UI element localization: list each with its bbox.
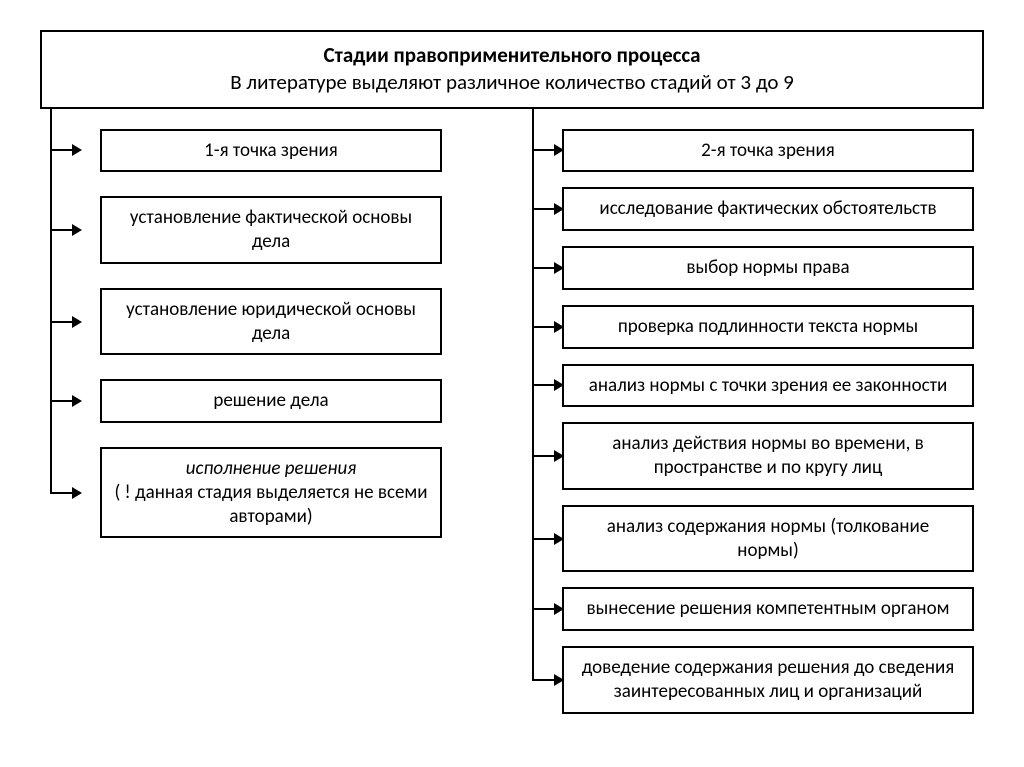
header-title: Стадии правоприменительного процесса [62, 42, 962, 69]
arrow-icon [532, 208, 562, 210]
right-item-0: 2-я точка зрения [562, 129, 984, 173]
left-column: 1-я точка зрения установление фактической… [40, 129, 502, 729]
arrow-icon [50, 229, 80, 231]
left-item-1: установление фактической основы дела [80, 196, 502, 264]
right-box-6: анализ содержания нормы (толкование норм… [562, 505, 974, 573]
right-box-0: 2-я точка зрения [562, 129, 974, 173]
left-vline [50, 109, 52, 494]
arrow-icon [50, 149, 80, 151]
arrow-icon [50, 321, 80, 323]
columns-container: 1-я точка зрения установление фактической… [40, 129, 984, 729]
right-item-1: исследование фактических обстоятельств [562, 187, 984, 231]
left-item-2: установление юридической основы дела [80, 288, 502, 356]
right-box-5: анализ действия нормы во времени, в прос… [562, 422, 974, 490]
right-box-7: вынесение решения компетентным органом [562, 587, 974, 631]
left-box-3: решение дела [100, 379, 442, 423]
left-item-4: исполнение решения( ! данная стадия выде… [80, 447, 502, 538]
right-vline [532, 109, 534, 681]
left-box-0: 1-я точка зрения [100, 129, 442, 173]
right-box-3: проверка подлинности текста нормы [562, 305, 974, 349]
right-item-4: анализ нормы с точки зрения ее законност… [562, 364, 984, 408]
header-subtitle: В литературе выделяют различное количест… [62, 69, 962, 96]
left-box-4: исполнение решения( ! данная стадия выде… [100, 447, 442, 538]
arrow-icon [50, 400, 80, 402]
arrow-icon [532, 149, 562, 151]
arrow-icon [532, 608, 562, 610]
arrow-icon [532, 455, 562, 457]
arrow-icon [532, 384, 562, 386]
right-box-8: доведение содержания решения до сведения… [562, 646, 974, 714]
right-item-2: выбор нормы права [562, 246, 984, 290]
left-item-3: решение дела [80, 379, 502, 423]
right-box-1: исследование фактических обстоятельств [562, 187, 974, 231]
arrow-icon [532, 679, 562, 681]
arrow-icon [50, 492, 80, 494]
right-box-4: анализ нормы с точки зрения ее законност… [562, 364, 974, 408]
arrow-icon [532, 326, 562, 328]
right-column: 2-я точка зрения исследование фактических… [522, 129, 984, 729]
arrow-icon [532, 267, 562, 269]
left-box-1: установление фактической основы дела [100, 196, 442, 264]
right-item-3: проверка подлинности текста нормы [562, 305, 984, 349]
left-box-2: установление юридической основы дела [100, 288, 442, 356]
right-item-5: анализ действия нормы во времени, в прос… [562, 422, 984, 490]
right-item-7: вынесение решения компетентным органом [562, 587, 984, 631]
arrow-icon [532, 538, 562, 540]
header-box: Стадии правоприменительного процесса В л… [40, 30, 984, 109]
right-box-2: выбор нормы права [562, 246, 974, 290]
left-item-0: 1-я точка зрения [80, 129, 502, 173]
right-item-8: доведение содержания решения до сведения… [562, 646, 984, 714]
right-item-6: анализ содержания нормы (толкование норм… [562, 505, 984, 573]
